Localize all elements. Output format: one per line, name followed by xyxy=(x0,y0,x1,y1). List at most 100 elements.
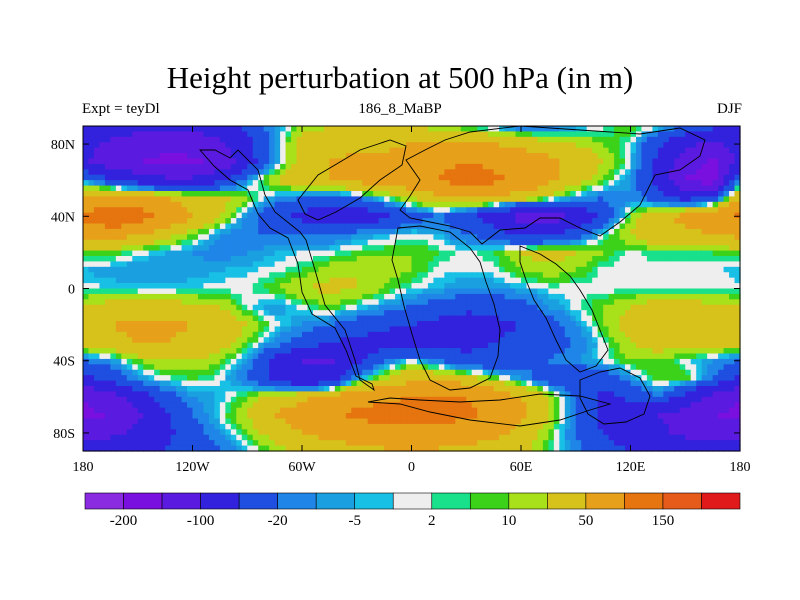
heatmap-cell xyxy=(225,272,232,279)
heatmap-cell xyxy=(729,136,736,143)
heatmap-cell xyxy=(723,256,730,263)
heatmap-cell xyxy=(345,153,352,160)
heatmap-cell xyxy=(707,234,714,241)
heatmap-cell xyxy=(296,348,303,355)
heatmap-cell xyxy=(362,310,369,317)
heatmap-cell xyxy=(564,256,571,263)
heatmap-cell xyxy=(427,136,434,143)
heatmap-cell xyxy=(99,212,106,219)
heatmap-cell xyxy=(630,191,637,198)
heatmap-cell xyxy=(614,131,621,138)
heatmap-cell xyxy=(285,196,292,203)
heatmap-cell xyxy=(646,174,653,181)
heatmap-cell xyxy=(460,261,467,268)
heatmap-cell xyxy=(488,228,495,235)
heatmap-cell xyxy=(427,261,434,268)
heatmap-cell xyxy=(570,196,577,203)
heatmap-cell xyxy=(466,239,473,246)
heatmap-cell xyxy=(635,283,643,290)
heatmap-cell xyxy=(701,261,708,268)
heatmap-cell xyxy=(334,207,341,214)
heatmap-cell xyxy=(488,153,495,160)
heatmap-cell xyxy=(460,337,467,344)
heatmap-cell xyxy=(274,234,281,241)
heatmap-cell xyxy=(701,142,708,149)
heatmap-cell xyxy=(641,256,648,263)
heatmap-cell xyxy=(269,310,276,317)
heatmap-cell xyxy=(165,256,172,263)
heatmap-cell xyxy=(126,223,133,230)
heatmap-cell xyxy=(411,196,418,203)
heatmap-cell xyxy=(378,337,385,344)
heatmap-cell xyxy=(258,228,265,235)
heatmap-cell xyxy=(378,299,385,306)
heatmap-cell xyxy=(586,321,593,328)
heatmap-cell xyxy=(646,201,653,208)
heatmap-cell xyxy=(515,169,522,176)
heatmap-cell xyxy=(635,315,643,322)
heatmap-cell xyxy=(515,201,522,208)
heatmap-cell xyxy=(570,228,577,235)
heatmap-cell xyxy=(367,245,374,252)
heatmap-cell xyxy=(707,180,714,187)
heatmap-cell xyxy=(608,283,615,290)
heatmap-cell xyxy=(630,185,637,192)
heatmap-cell xyxy=(466,272,473,279)
heatmap-cell xyxy=(291,310,298,317)
heatmap-cell xyxy=(718,299,725,306)
heatmap-cell xyxy=(614,147,621,154)
heatmap-cell xyxy=(340,228,347,235)
heatmap-cell xyxy=(312,337,320,344)
heatmap-cell xyxy=(291,218,298,225)
heatmap-cell xyxy=(181,207,188,214)
heatmap-cell xyxy=(575,126,582,133)
heatmap-cell xyxy=(197,196,205,203)
heatmap-cell xyxy=(99,256,106,263)
heatmap-cell xyxy=(603,256,610,263)
heatmap-cell xyxy=(608,142,615,149)
heatmap-cell xyxy=(537,180,544,187)
heatmap-cell xyxy=(433,250,440,257)
heatmap-cell xyxy=(526,288,533,295)
heatmap-cell xyxy=(104,239,111,246)
heatmap-cell xyxy=(707,196,714,203)
heatmap-cell xyxy=(214,277,221,284)
heatmap-cell xyxy=(619,201,626,208)
heatmap-cell xyxy=(668,163,675,170)
heatmap-cell xyxy=(373,142,380,149)
heatmap-cell xyxy=(526,153,533,160)
heatmap-cell xyxy=(559,228,566,235)
heatmap-cell xyxy=(685,321,692,328)
heatmap-cell xyxy=(433,158,440,165)
heatmap-cell xyxy=(241,163,248,170)
heatmap-cell xyxy=(482,163,489,170)
heatmap-cell xyxy=(93,191,101,198)
heatmap-cell xyxy=(285,321,292,328)
heatmap-cell xyxy=(433,261,440,268)
heatmap-cell xyxy=(176,147,183,154)
heatmap-cell xyxy=(263,266,270,273)
heatmap-cell xyxy=(477,212,484,219)
heatmap-cell xyxy=(499,180,506,187)
heatmap-cell xyxy=(247,158,254,165)
heatmap-cell xyxy=(668,153,675,160)
heatmap-cell xyxy=(734,277,741,284)
heatmap-cell xyxy=(351,147,358,154)
heatmap-cell xyxy=(291,337,298,344)
heatmap-cell xyxy=(252,223,259,230)
heatmap-cell xyxy=(406,304,413,311)
heatmap-cell xyxy=(192,185,199,192)
heatmap-cell xyxy=(488,250,495,257)
heatmap-cell xyxy=(427,234,434,241)
heatmap-cell xyxy=(553,304,560,311)
heatmap-cell xyxy=(603,272,610,279)
heatmap-cell xyxy=(389,207,396,214)
heatmap-cell xyxy=(696,218,703,225)
heatmap-cell xyxy=(614,299,621,306)
heatmap-cell xyxy=(312,131,320,138)
heatmap-cell xyxy=(729,180,736,187)
heatmap-cell xyxy=(230,131,237,138)
heatmap-cell xyxy=(674,239,681,246)
heatmap-cell xyxy=(477,256,484,263)
heatmap-cell xyxy=(302,315,309,322)
